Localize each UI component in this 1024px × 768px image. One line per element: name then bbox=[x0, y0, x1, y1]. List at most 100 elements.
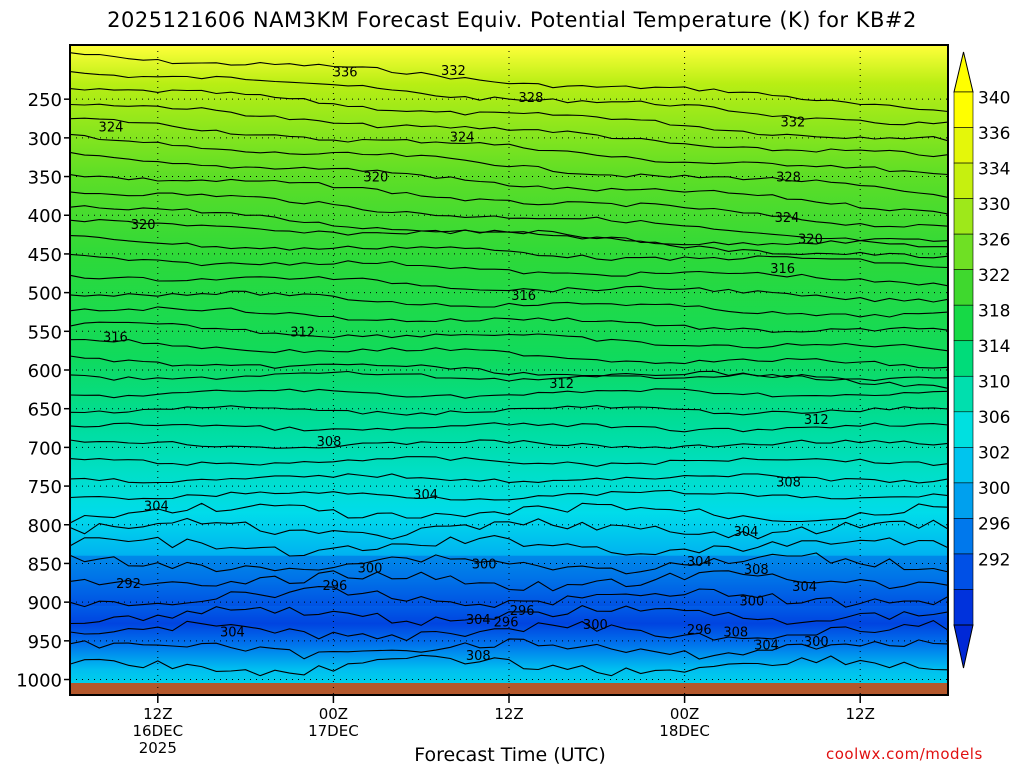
contour-line bbox=[69, 473, 949, 484]
contour-label: 324 bbox=[450, 130, 475, 145]
x-tick-label: 00Z bbox=[670, 705, 699, 723]
colorbar-swatch bbox=[953, 553, 974, 590]
contour-line bbox=[69, 274, 949, 303]
contour-label: 308 bbox=[744, 563, 769, 578]
contour-label: 304 bbox=[144, 499, 169, 514]
colorbar-label: 336 bbox=[978, 124, 1010, 144]
y-tick-label: 550 bbox=[28, 322, 62, 343]
colorbar-label: 300 bbox=[978, 479, 1010, 499]
contour-label: 300 bbox=[804, 635, 829, 650]
colorbar-swatch bbox=[953, 162, 974, 199]
contour-label: 300 bbox=[358, 561, 383, 576]
contour-line bbox=[69, 570, 949, 592]
contour-line bbox=[69, 306, 949, 333]
contour-line bbox=[69, 321, 949, 352]
contour-line bbox=[69, 191, 949, 242]
y-tick-label: 400 bbox=[28, 206, 62, 227]
colorbar-swatch bbox=[953, 589, 974, 626]
colorbar-top-arrow bbox=[953, 51, 974, 93]
contour-label: 328 bbox=[519, 91, 544, 106]
y-tick-label: 850 bbox=[28, 554, 62, 575]
contour-line bbox=[69, 355, 949, 389]
contour-label: 296 bbox=[687, 623, 712, 638]
colorbar-label: 334 bbox=[978, 159, 1010, 179]
chart-title: 2025121606 NAM3KM Forecast Equiv. Potent… bbox=[107, 8, 917, 32]
y-tick-label: 500 bbox=[28, 284, 62, 305]
contour-label: 304 bbox=[413, 488, 438, 503]
colorbar-label: 326 bbox=[978, 230, 1010, 250]
contour-line bbox=[69, 388, 949, 399]
contour-label: 312 bbox=[290, 325, 315, 340]
contour-label: 316 bbox=[770, 262, 795, 277]
y-tick-label: 250 bbox=[28, 90, 62, 111]
y-tick-label: 600 bbox=[28, 361, 62, 382]
contour-line bbox=[69, 174, 949, 228]
contour-label: 316 bbox=[511, 289, 536, 304]
contour-line bbox=[69, 103, 949, 158]
contour-line bbox=[69, 133, 949, 198]
contour-label: 292 bbox=[116, 577, 141, 592]
contour-label: 320 bbox=[798, 232, 823, 247]
contour-label: 332 bbox=[780, 116, 805, 131]
contour-line bbox=[69, 552, 949, 575]
x-tick-label: 16DEC bbox=[133, 722, 184, 740]
colorbar-swatch bbox=[953, 269, 974, 306]
contour-label: 324 bbox=[99, 120, 124, 135]
colorbar-swatch bbox=[953, 91, 974, 128]
contour-label: 304 bbox=[466, 613, 491, 628]
contour-label: 296 bbox=[322, 579, 347, 594]
contour-label: 296 bbox=[510, 604, 535, 619]
contour-label: 332 bbox=[441, 64, 466, 79]
contour-label: 308 bbox=[317, 435, 342, 450]
contour-label: 312 bbox=[804, 413, 829, 428]
contour-label: 316 bbox=[103, 331, 128, 346]
colorbar-swatch bbox=[953, 127, 974, 164]
y-tick-label: 700 bbox=[28, 438, 62, 459]
x-axis-label: Forecast Time (UTC) bbox=[414, 744, 606, 766]
colorbar-swatch bbox=[953, 482, 974, 519]
contour-line bbox=[69, 502, 949, 524]
colorbar-label: 302 bbox=[978, 444, 1010, 464]
y-tick-label: 350 bbox=[28, 168, 62, 189]
colorbar: 340 336 334 330 326 322 318 314 310 306 302 300 296 2… bbox=[953, 51, 1010, 669]
x-tick-label: 12Z bbox=[143, 705, 172, 723]
colorbar-swatch bbox=[953, 411, 974, 448]
colorbar-swatch bbox=[953, 375, 974, 413]
y-tick-label: 300 bbox=[28, 129, 62, 150]
colorbar-label: 296 bbox=[978, 515, 1010, 535]
contour-line bbox=[69, 619, 949, 642]
grid-lines bbox=[70, 45, 948, 695]
contour-line bbox=[69, 535, 949, 557]
contour-line bbox=[69, 235, 949, 269]
y-tick-label: 800 bbox=[28, 516, 62, 537]
colorbar-label: 292 bbox=[978, 550, 1010, 570]
contour-line bbox=[69, 219, 948, 248]
contour-label: 308 bbox=[776, 475, 801, 490]
contour-label: 300 bbox=[472, 557, 497, 572]
colorbar-label: 330 bbox=[978, 195, 1010, 215]
contour-label: 308 bbox=[723, 626, 748, 641]
y-tick-label: 1000 bbox=[16, 671, 62, 692]
contour-line bbox=[69, 456, 949, 467]
contour-label: 300 bbox=[583, 618, 608, 633]
colorbar-label: 318 bbox=[978, 302, 1010, 322]
x-tick-label: 18DEC bbox=[659, 722, 710, 740]
contour-label: 304 bbox=[754, 639, 779, 654]
colorbar-swatch bbox=[953, 340, 974, 377]
contour-line bbox=[69, 117, 949, 176]
contour-line bbox=[69, 439, 949, 449]
colorbar-bottom-arrow bbox=[953, 624, 974, 669]
contour-line bbox=[69, 52, 949, 113]
contour-label: 304 bbox=[734, 525, 759, 540]
colorbar-swatch bbox=[953, 304, 974, 342]
contour-label: 300 bbox=[739, 595, 764, 610]
contour-line bbox=[69, 586, 949, 608]
contour-label: 328 bbox=[776, 171, 801, 186]
credit-link[interactable]: coolwx.com/models bbox=[826, 745, 983, 763]
contour-line bbox=[69, 517, 949, 540]
x-tick-label: 2025 bbox=[139, 739, 177, 757]
contour-label: 304 bbox=[687, 555, 712, 570]
x-tick-label: 00Z bbox=[319, 705, 348, 723]
terrain-strip bbox=[70, 683, 948, 695]
